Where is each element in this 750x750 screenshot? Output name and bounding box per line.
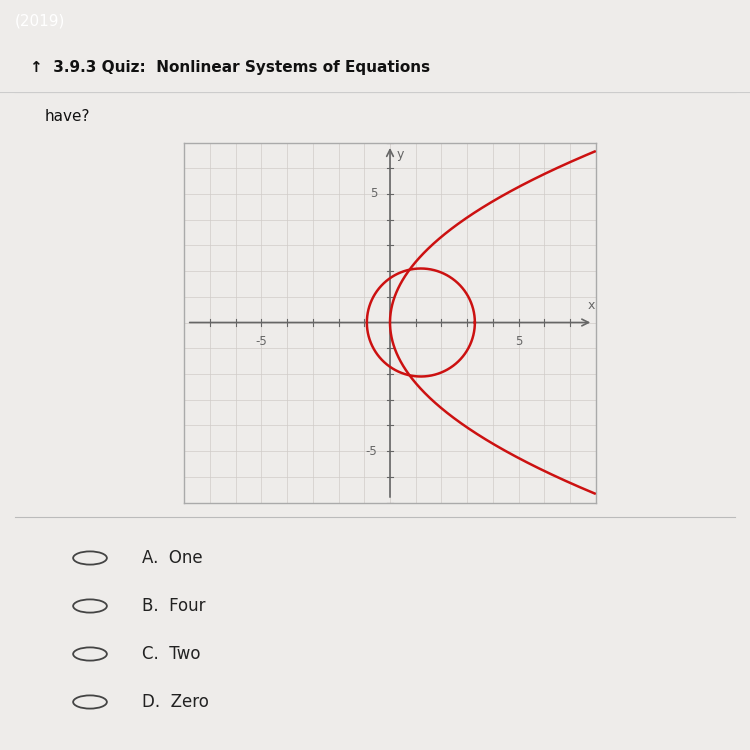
Text: -5: -5 [365, 445, 377, 458]
Text: 5: 5 [370, 188, 377, 200]
Text: B.  Four: B. Four [142, 597, 206, 615]
Text: C.  Two: C. Two [142, 645, 201, 663]
Text: (2019): (2019) [15, 13, 65, 28]
Text: have?: have? [45, 109, 91, 124]
Text: 5: 5 [515, 335, 522, 348]
Text: x: x [588, 299, 596, 312]
Text: y: y [397, 148, 404, 160]
Text: A.  One: A. One [142, 549, 203, 567]
Text: D.  Zero: D. Zero [142, 693, 209, 711]
Text: -5: -5 [256, 335, 267, 348]
Text: ↑  3.9.3 Quiz:  Nonlinear Systems of Equations: ↑ 3.9.3 Quiz: Nonlinear Systems of Equat… [30, 60, 430, 75]
